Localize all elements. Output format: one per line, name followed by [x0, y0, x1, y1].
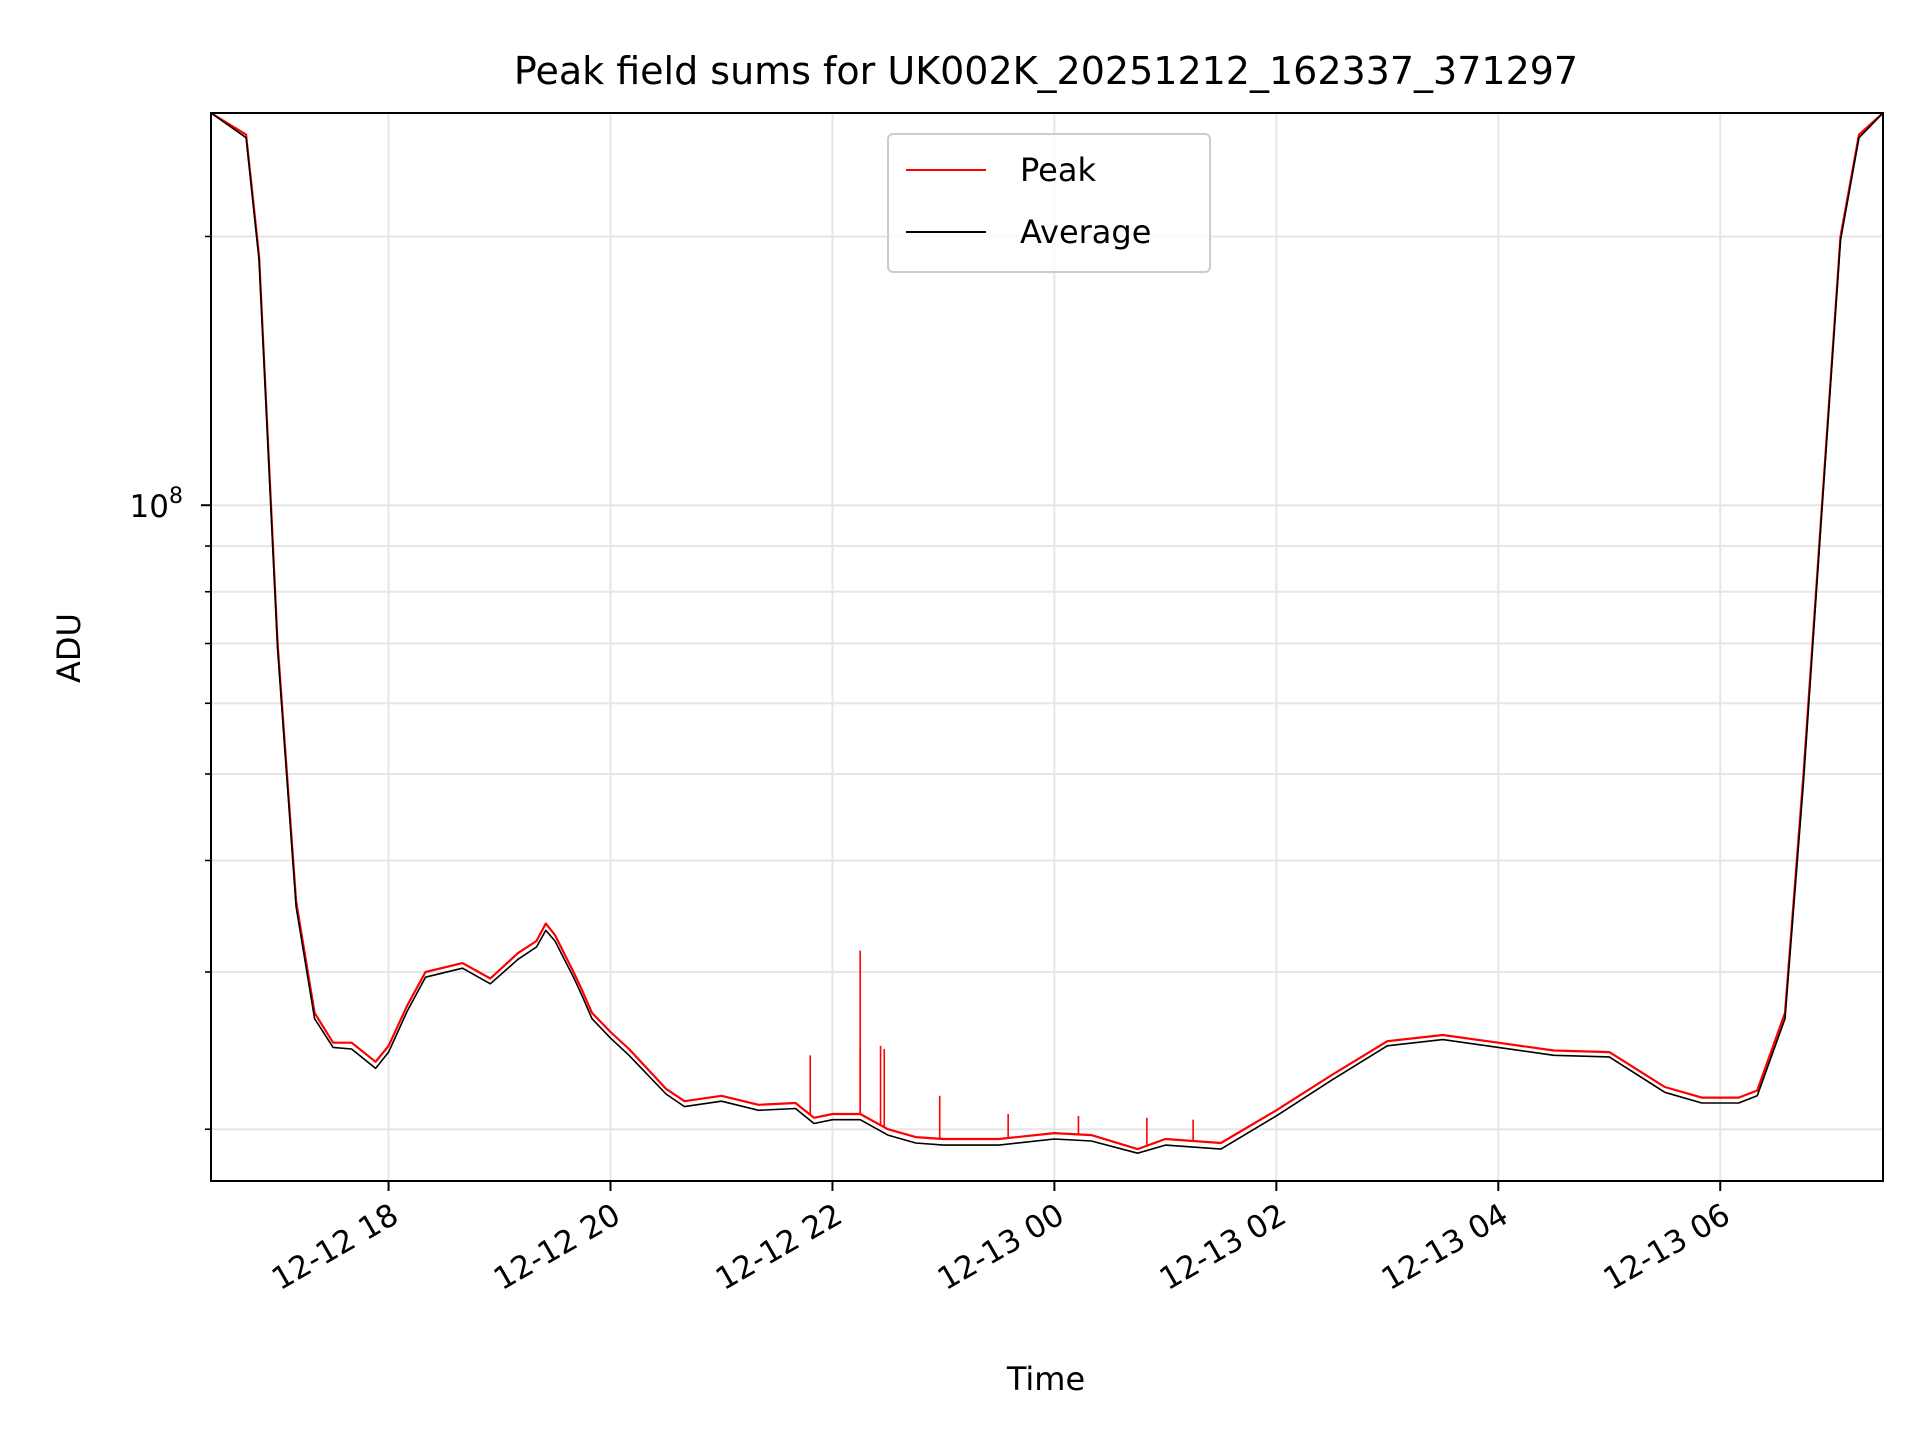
legend-label-average: Average [1020, 213, 1151, 251]
y-axis-label: ADU [50, 613, 88, 683]
chart-title: Peak field sums for UK002K_20251212_1623… [514, 49, 1578, 93]
y-tick-label-exponent: 8 [169, 484, 183, 509]
series-line-average [210, 112, 1884, 1154]
plot-frame [210, 112, 1884, 1182]
legend-box [887, 133, 1211, 273]
grid [211, 113, 1883, 1181]
y-tick-label: 108 [130, 484, 183, 525]
legend-label-peak: Peak [1020, 151, 1096, 189]
legend: Peak Average [887, 133, 1211, 273]
series-line-peak [210, 112, 1884, 1151]
series-layer [210, 112, 1884, 1154]
x-axis-label: Time [1006, 1360, 1085, 1398]
y-axis: 108 [130, 235, 211, 1131]
y-tick-label-base: 10 [130, 489, 169, 525]
